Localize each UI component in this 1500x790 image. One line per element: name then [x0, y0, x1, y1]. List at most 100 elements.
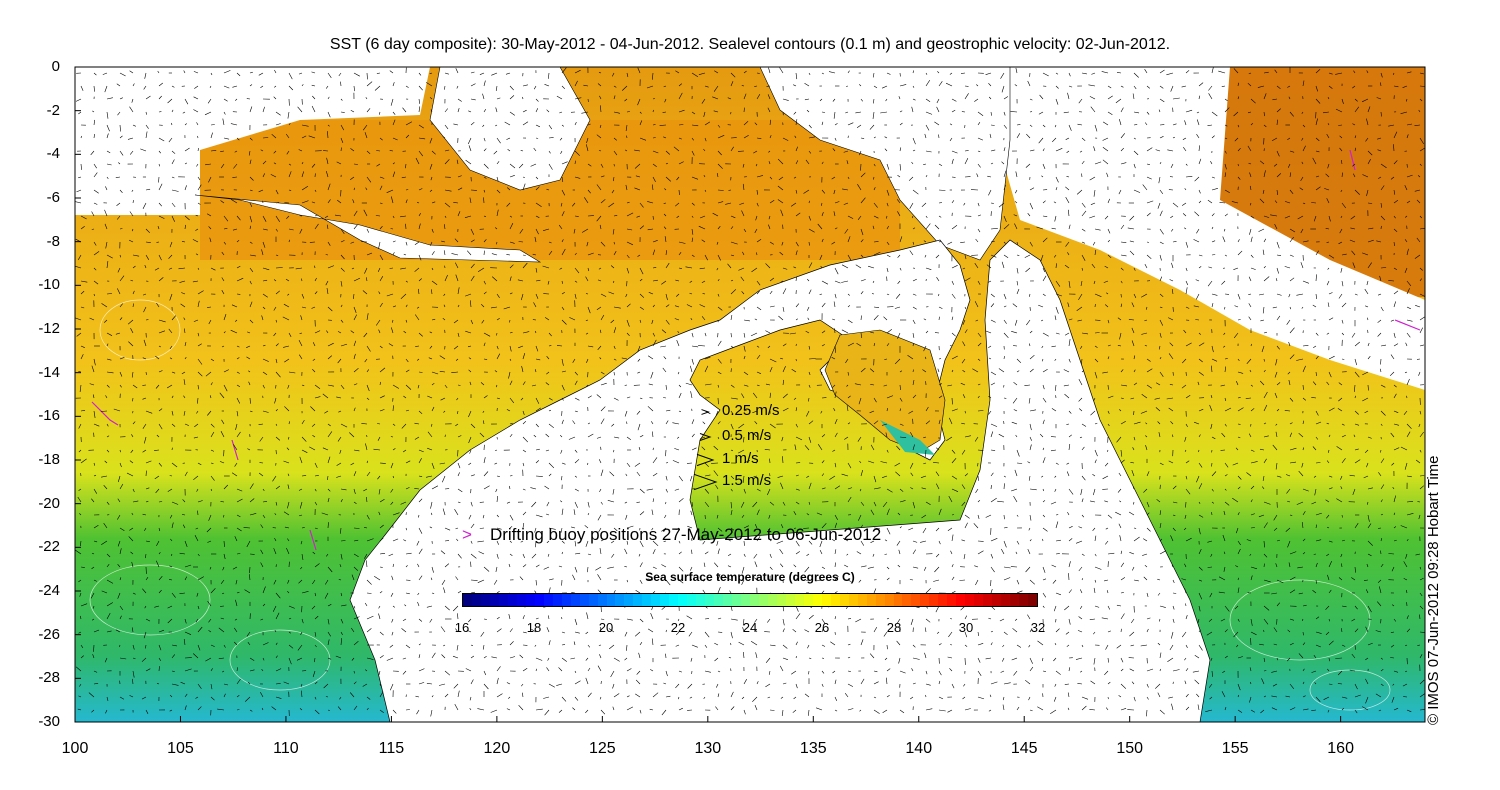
velocity-field [75, 67, 1425, 717]
x-tick-label: 135 [799, 740, 827, 757]
colorbar-cell [1028, 594, 1037, 606]
colorbar-tick-label: 20 [598, 620, 614, 635]
colorbar-cell [1001, 594, 1011, 606]
colorbar-tick-label: 30 [958, 620, 974, 635]
colorbar-cell [732, 594, 742, 606]
colorbar-cell [642, 594, 652, 606]
y-tick-label: -22 [38, 538, 60, 556]
y-tick-label: -16 [38, 407, 60, 425]
buoy-marker-icon: > [462, 525, 472, 544]
colorbar-cell [830, 594, 840, 606]
speed-legend-item: 0.25 m/s [690, 402, 850, 422]
colorbar-cell [857, 594, 867, 606]
colorbar-cell [821, 594, 831, 606]
colorbar-cell [705, 594, 715, 606]
colorbar-cell [741, 594, 750, 606]
x-tick-label: 145 [1010, 740, 1038, 757]
colorbar-cell [696, 594, 706, 606]
colorbar-cell [651, 594, 661, 606]
colorbar-cell [516, 594, 526, 606]
speed-legend-label: 1 m/s [722, 450, 759, 467]
y-tick-label: -2 [46, 101, 60, 119]
x-tick-label: 115 [378, 740, 405, 757]
colorbar-cell [785, 594, 795, 606]
y-tick-label: -12 [38, 320, 60, 337]
colorbar-cell [723, 594, 733, 606]
colorbar-cell [965, 594, 975, 606]
map-title: SST (6 day composite): 30-May-2012 - 04-… [329, 36, 1171, 53]
colorbar-cell [489, 594, 499, 606]
colorbar-cell [803, 594, 813, 606]
speed-legend-label: 1.5 m/s [722, 472, 772, 489]
y-tick-label: -24 [38, 582, 60, 599]
colorbar-cell [687, 594, 697, 606]
y-tick-label: 0 [51, 58, 60, 75]
speed-arrow-icon [696, 453, 715, 467]
colorbar-tick-label: 28 [886, 620, 902, 635]
buoy-legend-label: Drifting buoy positions 27-May-2012 to 0… [489, 525, 882, 544]
colorbar-cell [750, 594, 759, 606]
colorbar-cell [902, 594, 912, 606]
speed-legend-label: 0.25 m/s [722, 402, 780, 419]
colorbar-cell [660, 594, 670, 606]
colorbar [462, 593, 1038, 607]
y-tick-label: -20 [38, 494, 60, 512]
x-tick-label: 150 [1116, 740, 1144, 757]
colorbar-cell [866, 594, 876, 606]
colorbar-tick-label: 22 [670, 620, 686, 635]
x-tick-label: 105 [167, 740, 194, 757]
colorbar-cell [884, 594, 894, 606]
colorbar-cell [579, 594, 589, 606]
speed-arrow-icon [701, 409, 711, 415]
buoy-track [1394, 319, 1421, 331]
land-borneo [429, 67, 591, 191]
colorbar-cell [507, 594, 517, 606]
x-tick-label: 160 [1327, 740, 1354, 757]
colorbar-cell [463, 594, 472, 606]
colorbar-cell [992, 594, 1002, 606]
credit-text: © IMOS 07-Jun-2012 09:28 Hobart Time [1425, 455, 1442, 725]
y-tick-label: -8 [46, 232, 60, 250]
colorbar-cell [633, 594, 643, 606]
colorbar-cell [974, 594, 984, 606]
speed-arrow-icon [699, 433, 712, 441]
x-tick-label: 110 [273, 740, 299, 757]
land-java [194, 194, 542, 263]
colorbar-cell [561, 594, 571, 606]
colorbar-cell [812, 594, 822, 606]
speed-legend-label: 0.5 m/s [722, 427, 772, 444]
buoy-track [1349, 149, 1356, 171]
colorbar-cell [839, 594, 849, 606]
speed-legend-item: 0.5 m/s [690, 427, 850, 447]
y-tick-label: -28 [38, 669, 60, 687]
colorbar-cell [767, 594, 777, 606]
colorbar-cell [938, 594, 948, 606]
colorbar-tick-label: 24 [742, 620, 758, 635]
colorbar-cell [615, 594, 625, 606]
colorbar-cell [1019, 594, 1029, 606]
x-tick-label: 120 [483, 740, 511, 757]
colorbar-cell [543, 594, 553, 606]
cloud-region [150, 67, 430, 150]
y-tick-label: -4 [46, 145, 60, 163]
x-axis-ticks [74, 716, 1342, 722]
y-tick-label: -30 [38, 713, 60, 730]
x-tick-label: 130 [694, 740, 722, 757]
colorbar-cell [920, 594, 930, 606]
x-tick-label: 100 [61, 740, 89, 757]
colorbar-cell [498, 594, 508, 606]
speed-arrow-icon [693, 473, 718, 491]
colorbar-cell [624, 594, 634, 606]
colorbar-cell [714, 594, 724, 606]
y-tick-label: -14 [38, 363, 60, 381]
colorbar-tick-label: 32 [1030, 620, 1046, 635]
y-tick-label: -26 [38, 625, 60, 643]
colorbar-title: Sea surface temperature (degrees C) [645, 570, 855, 584]
colorbar-cell [471, 594, 481, 606]
y-tick-label: -10 [38, 276, 60, 294]
colorbar-tick-label: 26 [814, 620, 830, 635]
x-tick-label: 140 [905, 740, 933, 757]
colorbar-cell [678, 594, 688, 606]
colorbar-cell [588, 594, 598, 606]
colorbar-cell [794, 594, 804, 606]
